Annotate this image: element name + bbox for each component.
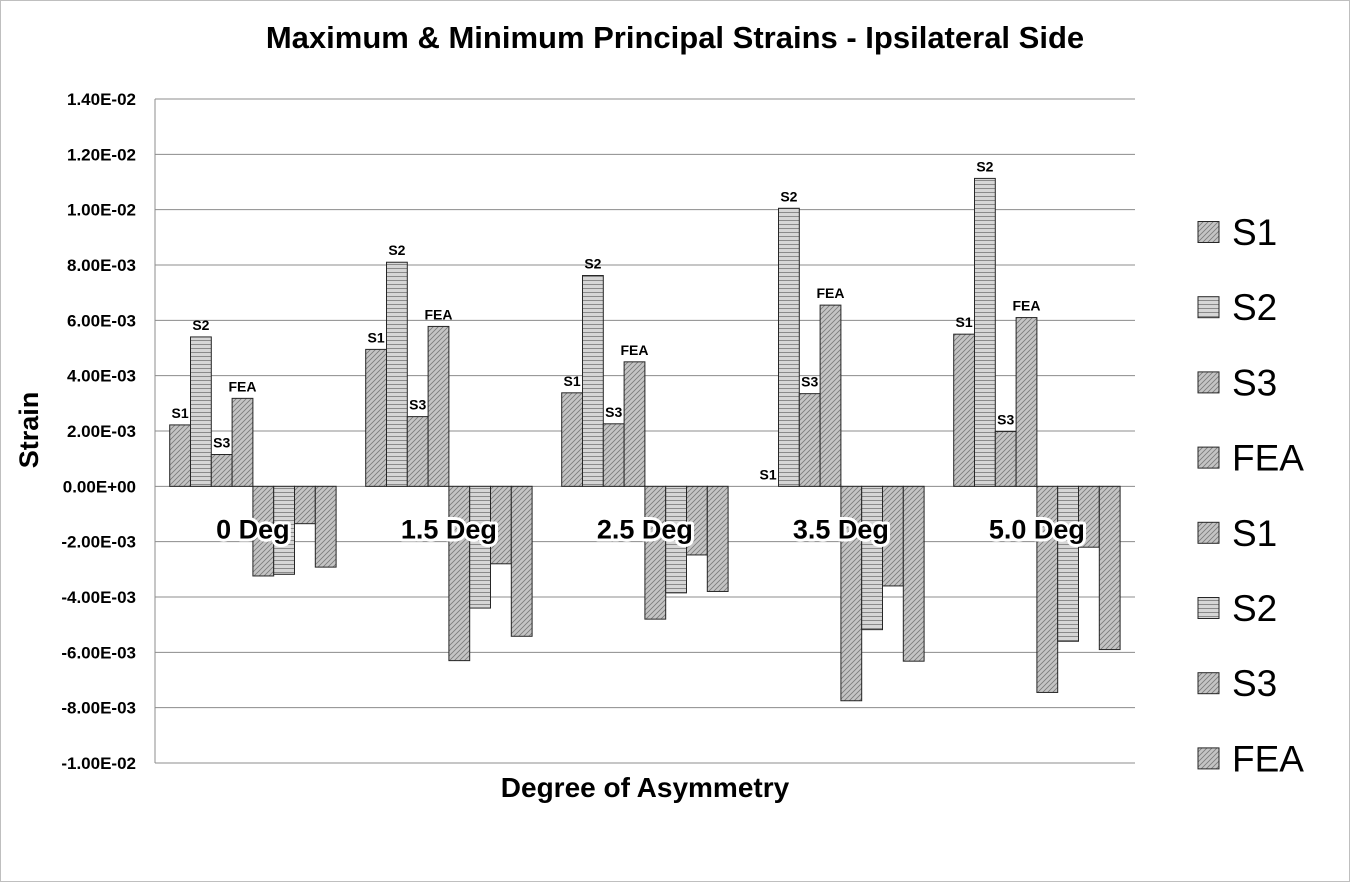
y-tick-label: 1.40E-02: [67, 90, 136, 109]
category-labels: 0 Deg 1.5 Deg 2.5 Deg 3.5 Deg 5.0 Deg: [213, 511, 1088, 547]
bar-label: FEA: [425, 306, 453, 322]
category-label: 5.0 Deg: [989, 514, 1085, 544]
bar-label: FEA: [1013, 298, 1041, 314]
bar: [953, 333, 976, 487]
bar: [314, 485, 337, 568]
legend: S1 S2 S3 FEA S1 S2 S3 FEA: [1197, 212, 1304, 779]
bar: [778, 207, 800, 487]
bar-label: S1: [956, 314, 973, 330]
bar: [706, 485, 729, 592]
legend-swatch: [1197, 597, 1220, 619]
bar: [1015, 317, 1038, 487]
bar: [190, 336, 212, 487]
y-tick-label: 2.00E-03: [67, 422, 136, 441]
bar-label: S3: [213, 435, 230, 451]
category-label: 1.5 Deg: [401, 514, 497, 544]
bar-label: S3: [801, 374, 818, 390]
bar-label: S2: [584, 256, 601, 272]
bar: [210, 454, 233, 487]
y-tick-label: 0.00E+00: [63, 477, 136, 496]
bar-label: S1: [368, 329, 385, 345]
bar: [602, 423, 625, 487]
legend-swatch: [1197, 371, 1220, 394]
y-tick-label: 1.00E-02: [67, 201, 136, 220]
bar: [561, 392, 584, 487]
bar: [448, 485, 471, 662]
y-axis-tick-labels: 1.40E-02 1.20E-02 1.00E-02 8.00E-03 6.00E-03…: [61, 90, 136, 773]
bar: [365, 348, 388, 487]
bar-label: FEA: [229, 378, 257, 394]
bar-label: S1: [172, 405, 189, 421]
bar: [623, 361, 646, 487]
bar: [861, 485, 884, 631]
bar-label: S3: [997, 412, 1014, 428]
bar-label: S2: [780, 188, 797, 204]
bar: [294, 485, 316, 525]
bar: [231, 397, 254, 487]
legend-swatch: [1197, 521, 1220, 544]
bar: [169, 424, 191, 487]
y-tick-label: 4.00E-03: [67, 367, 136, 386]
legend-label: S2: [1232, 287, 1277, 328]
y-axis-title: Strain: [14, 392, 44, 469]
bar-label: S2: [976, 158, 993, 174]
bar: [1057, 485, 1079, 642]
bar-label: S3: [409, 397, 426, 413]
y-tick-label: -8.00E-03: [61, 699, 136, 718]
legend-label: FEA: [1232, 438, 1304, 479]
bar: [644, 485, 667, 620]
legend-label: S1: [1232, 513, 1277, 554]
bar: [1098, 485, 1121, 651]
bar-labels: S1 S2 S3 FEA S1 S2 S3 FEA S1 S2 S3 FEA S1 S2 S3 FEA S1 S2…: [172, 158, 1041, 482]
legend-label: S3: [1232, 362, 1277, 403]
bar-label: FEA: [817, 285, 845, 301]
bar: [902, 485, 925, 662]
legend-label: S1: [1232, 212, 1277, 253]
legend-swatch: [1197, 296, 1220, 319]
chart-title: Maximum & Minimum Principal Strains - Ip…: [266, 20, 1084, 55]
legend-swatch: [1197, 221, 1220, 243]
bars: [169, 177, 1121, 702]
y-tick-label: -2.00E-03: [61, 533, 136, 552]
bar-label: FEA: [621, 342, 649, 358]
bar: [974, 177, 996, 487]
category-label: 3.5 Deg: [793, 514, 889, 544]
bar: [510, 485, 533, 637]
bar-label: S1: [564, 373, 581, 389]
y-tick-label: 1.20E-02: [67, 145, 136, 164]
category-label: 0 Deg: [216, 514, 290, 544]
y-tick-label: 8.00E-03: [67, 256, 136, 275]
bar-label: S2: [192, 317, 209, 333]
y-tick-label: -1.00E-02: [61, 754, 136, 773]
bar-label: S1: [760, 466, 777, 482]
legend-swatch: [1197, 747, 1220, 770]
bar: [819, 304, 842, 487]
legend-label: S3: [1232, 663, 1277, 704]
legend-label: FEA: [1232, 738, 1304, 779]
bar: [386, 261, 408, 487]
bar: [469, 485, 492, 609]
bar: [427, 325, 450, 487]
category-label: 2.5 Deg: [597, 514, 693, 544]
bar: [798, 393, 821, 487]
y-tick-label: -4.00E-03: [61, 588, 136, 607]
legend-swatch: [1197, 446, 1220, 469]
legend-label: S2: [1232, 588, 1277, 629]
bar-label: S3: [605, 404, 622, 420]
bar: [582, 275, 604, 487]
bar: [406, 416, 429, 487]
bar-label: S2: [388, 242, 405, 258]
bar: [994, 431, 1017, 487]
y-tick-label: -6.00E-03: [61, 643, 136, 662]
bar: [273, 485, 296, 575]
y-tick-label: 6.00E-03: [67, 311, 136, 330]
legend-swatch: [1197, 672, 1220, 695]
x-axis-title: Degree of Asymmetry: [501, 772, 790, 803]
